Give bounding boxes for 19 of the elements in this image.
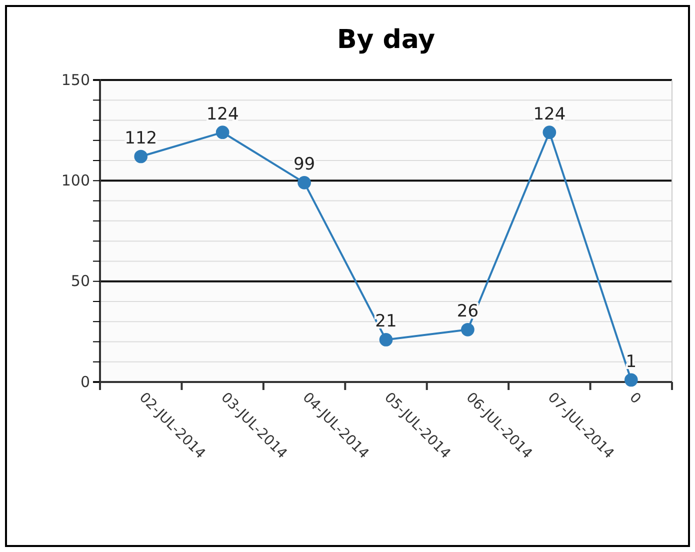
point xyxy=(461,322,474,336)
point xyxy=(216,126,230,140)
data-label: 1 xyxy=(626,352,637,372)
y-tick-label: 100 xyxy=(61,171,90,190)
point xyxy=(134,150,148,164)
chart-title: By day xyxy=(336,25,436,55)
point xyxy=(379,333,393,346)
point xyxy=(624,373,638,387)
point xyxy=(298,176,311,190)
y-tick-label: 0 xyxy=(80,372,90,391)
y-tick-label: 50 xyxy=(70,272,90,290)
point xyxy=(542,126,556,140)
data-label: 99 xyxy=(293,154,316,175)
y-tick-label: 150 xyxy=(61,70,90,89)
data-label: 21 xyxy=(375,312,397,332)
data-label: 112 xyxy=(124,128,158,149)
data-label: 124 xyxy=(206,104,239,124)
data-label: 124 xyxy=(533,104,566,124)
x-tick-label: 0 xyxy=(626,390,644,408)
